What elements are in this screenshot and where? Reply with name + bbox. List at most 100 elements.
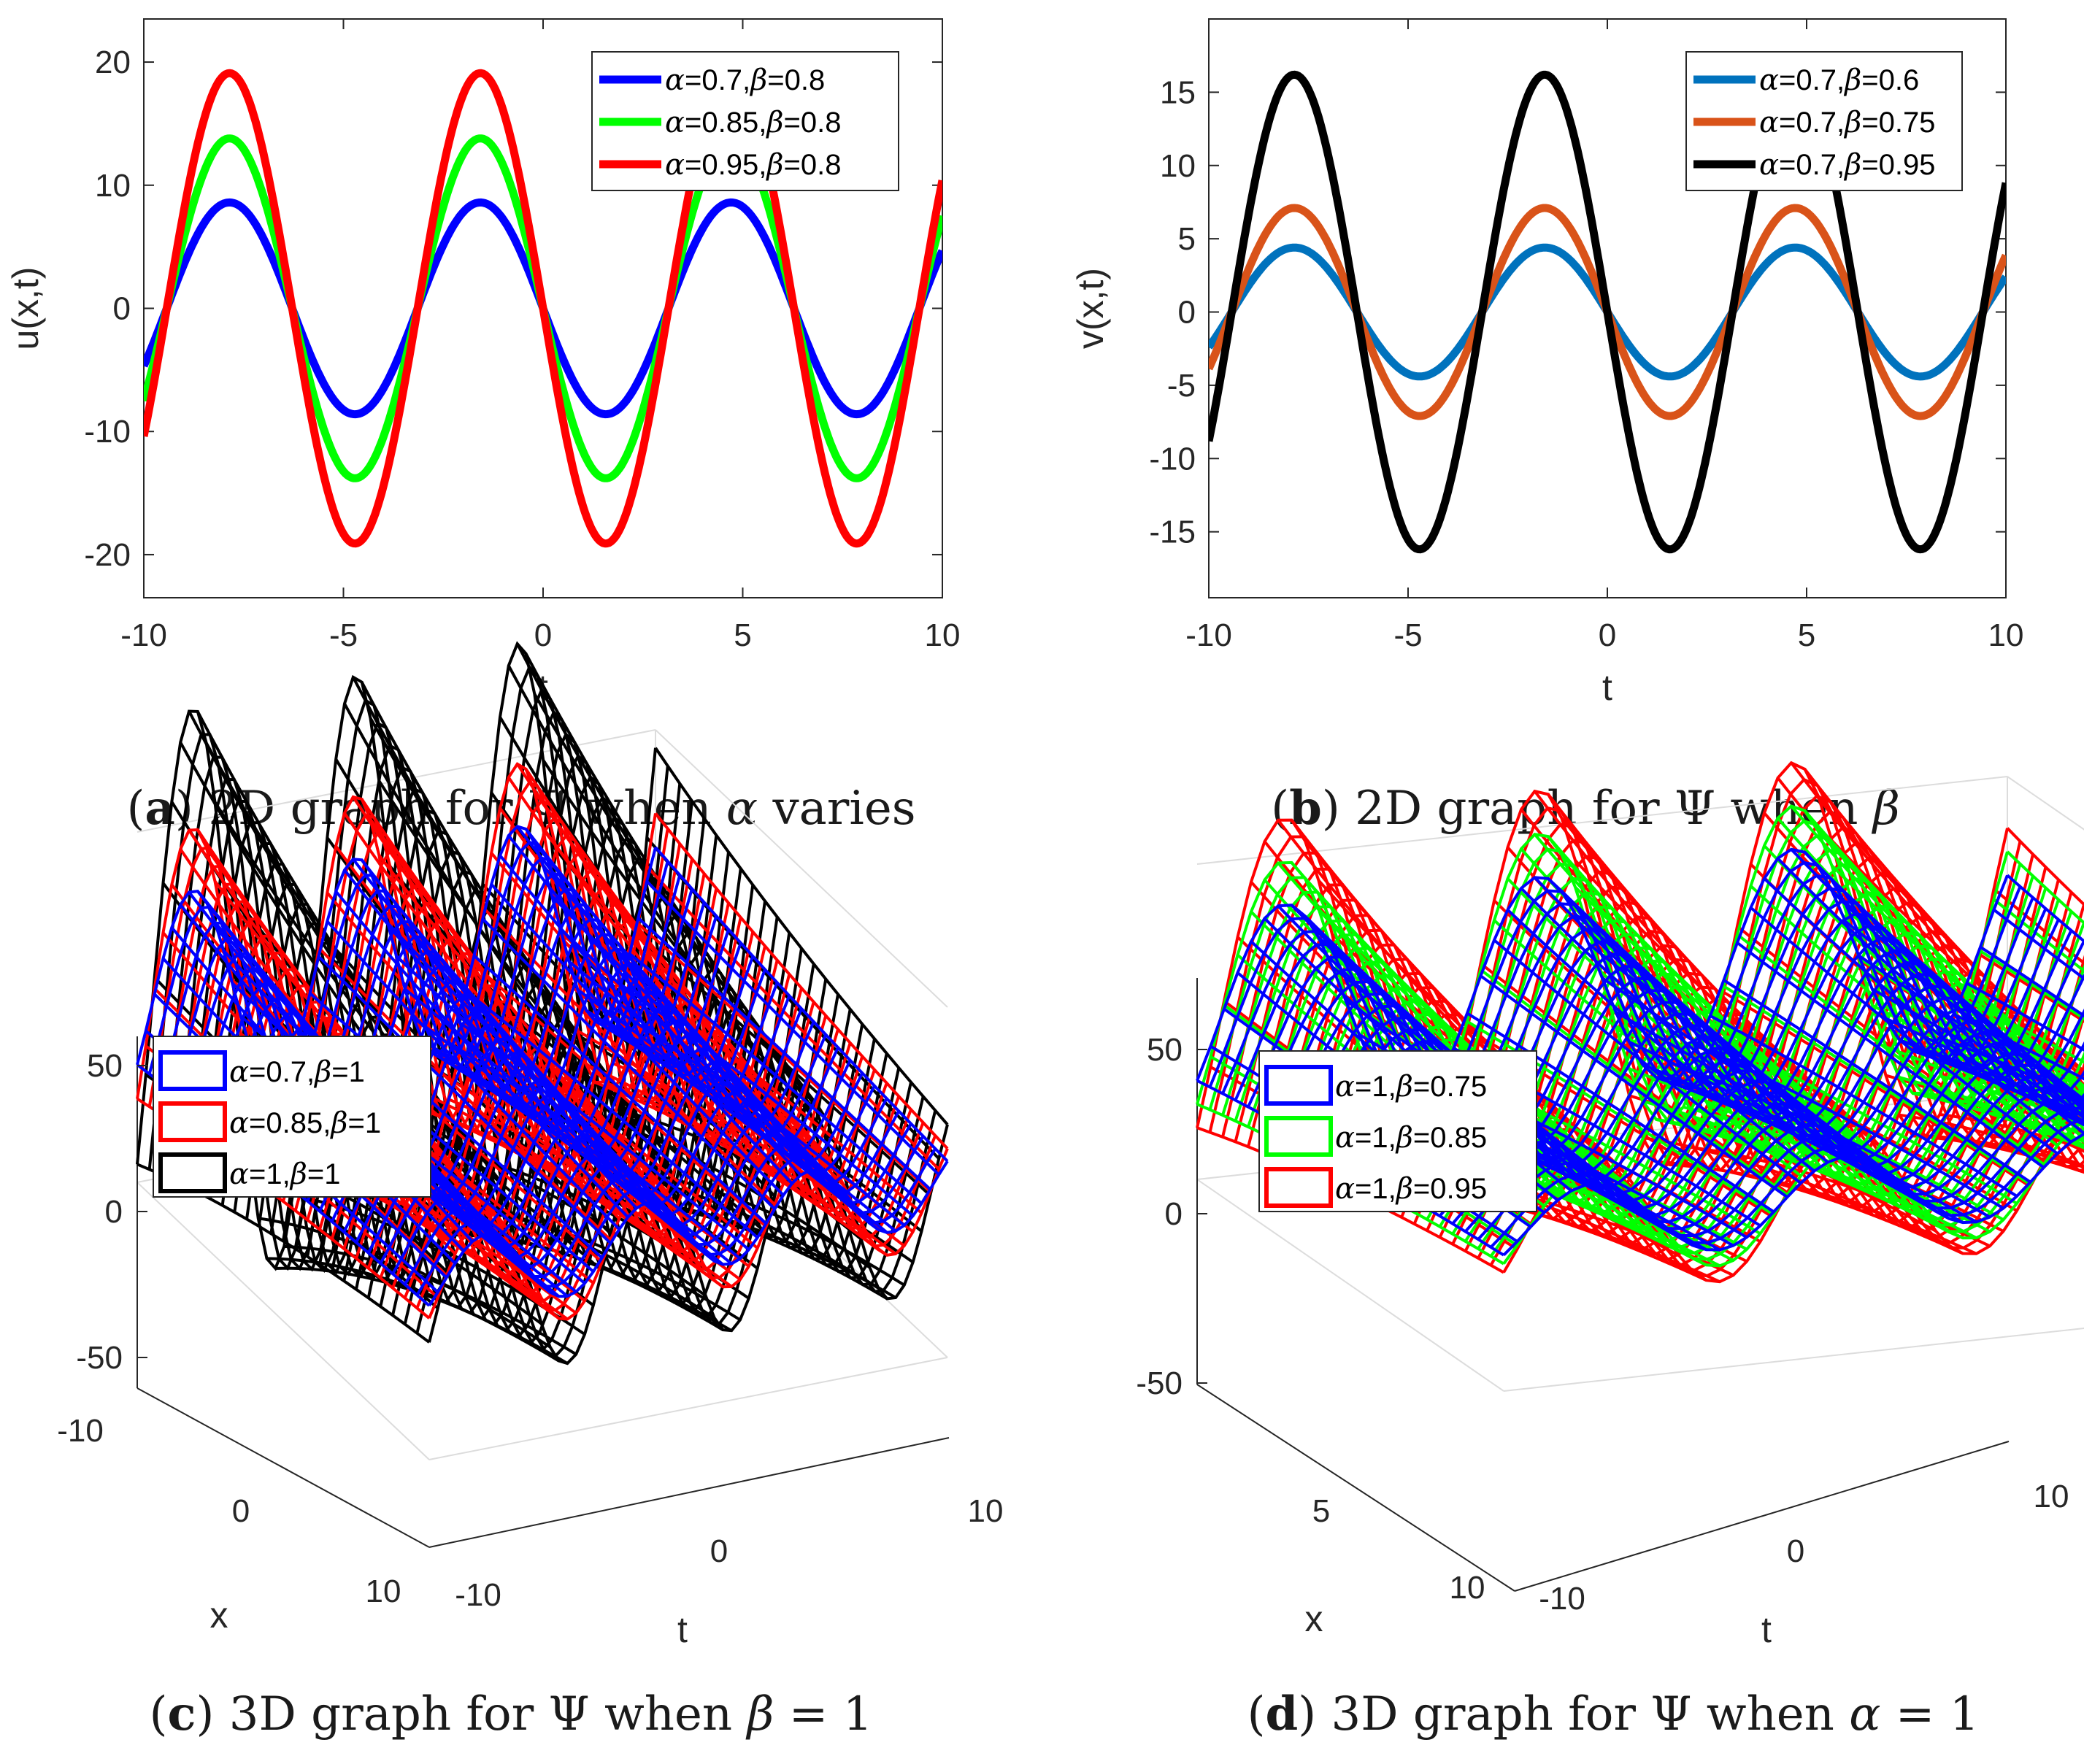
t-tick-label: 10 [2034,1479,2069,1514]
caption-letter: (d) [1247,1687,1317,1741]
caption-fragment: α [726,782,758,836]
series-group [144,69,942,548]
mesh-line [1480,974,1788,1198]
mesh-line [1710,1014,2018,1198]
x-tick-label: 0 [1599,617,1616,653]
z-tick-label: -50 [76,1340,123,1376]
caption-text: (a) 2D graph for Ψ when α varies [126,781,915,836]
y-tick-label: 0 [113,291,131,327]
y-tick-label: -5 [1167,368,1196,404]
t-axis [1514,1441,2010,1592]
x-tick-label: 10 [1450,1570,1485,1606]
mesh-line [1574,859,1883,1149]
x-tick-label: 10 [366,1574,401,1609]
legend-label: α=0.7,β=0.75 [1759,106,1935,139]
box-edge [428,1357,948,1460]
mesh-line [1574,912,1883,1169]
series-line-2 [1209,70,2006,554]
box-edge [655,729,948,1008]
y-tick-label: -10 [1149,441,1196,477]
legend-label: α=1,β=0.85 [1335,1121,1487,1155]
x-tick-label: 0 [232,1493,250,1529]
mesh-line [404,987,699,1246]
mesh-line [645,865,940,1171]
t-tick-label: 0 [710,1533,728,1569]
x-axis [137,1387,430,1548]
chart-a: -10 -5 0 5 1020100-10-20tu(x,t)α=0.7,β=0.8α=… [5,18,960,708]
legend-swatch [158,1101,227,1142]
caption-c: (c) 3D graph for Ψ when β = 1 [150,1687,873,1741]
box-edge [1196,776,2008,865]
caption-letter-bold: d [1265,1687,1298,1741]
y-tick-label: 10 [1160,148,1196,184]
mesh-line [1656,1076,1964,1224]
chart-d: 500-50-10010510txα=1,β=0.75α=1,β=0.85α=1… [1136,760,2084,1650]
x-tick-label: 5 [1798,617,1815,653]
x-tick-label: 5 [734,617,751,653]
mesh-line [611,1006,906,1227]
y-tick-label: 10 [95,168,131,204]
x-tick-label: 10 [1988,617,2024,653]
t-axis [428,1437,950,1548]
mesh-line [447,1041,742,1260]
caption-text: (c) 3D graph for Ψ when β = 1 [150,1687,873,1741]
legend-label: α=0.7,β=0.6 [1759,63,1919,97]
caption-fragment: varies [758,782,915,836]
mesh-line [1953,1013,2084,1081]
mesh-line [318,955,612,1244]
mesh-line [1683,1066,1991,1219]
legend-label: α=1,β=0.75 [1335,1070,1487,1104]
mesh-line [395,955,690,1235]
legend-label: α=1,β=1 [229,1158,340,1191]
caption-fragment: = 1 [774,1687,872,1741]
x-axis-label: x [1305,1598,1323,1639]
caption-letter-close: ) [1322,782,1340,836]
box-edge [137,1182,430,1460]
x-tick-label: -5 [329,617,358,653]
mesh-line [1993,887,2084,966]
mesh-line [2006,874,2084,944]
mesh-line [602,1018,897,1233]
x-axis-label: t [1602,667,1612,708]
caption-fragment: 3D graph for Ψ when [1316,1687,1849,1741]
mesh-line [1669,1120,1977,1239]
caption-fragment: = 1 [1880,1687,1979,1741]
mesh-line [1993,898,2084,973]
legend-swatch [1264,1065,1333,1106]
mesh-line [628,952,923,1205]
mesh-line [1466,1012,1775,1214]
caption-text: (d) 3D graph for Ψ when α = 1 [1247,1687,1980,1741]
mesh-line [2006,827,2084,907]
y-tick-label: 5 [1178,221,1196,257]
legend-label: α=0.85,β=0.8 [665,106,841,139]
mesh-line [1885,1045,2084,1139]
y-tick-label: 0 [1178,295,1196,331]
box-edge [1196,1179,1504,1392]
mesh-line [1926,1048,2084,1118]
caption-letter-bold: b [1289,781,1322,836]
caption-body: 2D graph for Ψ when α varies [193,782,916,836]
mesh-line [1507,909,1815,1173]
y-tick-label: 15 [1160,74,1196,110]
mesh-line [430,1050,724,1266]
legend: α=0.7,β=1 α=0.85,β=1 α=1,β=1 [153,1036,431,1198]
mesh-line [1723,979,2031,1184]
z-tick-label: 50 [87,1048,123,1084]
legend: α=0.7,β=0.8 α=0.85,β=0.8 α=0.95,β=0.8 [591,51,899,191]
mesh-line [1872,987,2084,1117]
mesh-line [1696,1044,2004,1210]
x-tick-label: -10 [57,1413,104,1449]
mesh-line [1601,977,1910,1191]
caption-fragment: α [1849,1687,1880,1741]
t-tick-label: -10 [1539,1581,1585,1617]
mesh-line [213,801,509,1201]
mesh-line [1588,942,1896,1179]
mesh-line [594,1020,888,1234]
mesh-line [258,1217,551,1349]
mesh-line [1844,920,2084,1105]
mesh-line [620,983,914,1217]
mesh-line [654,747,949,1126]
caption-body: 3D graph for Ψ when α = 1 [1316,1687,1979,1741]
mesh-line [1723,985,2031,1186]
caption-d: (d) 3D graph for Ψ when α = 1 [1247,1687,1980,1741]
